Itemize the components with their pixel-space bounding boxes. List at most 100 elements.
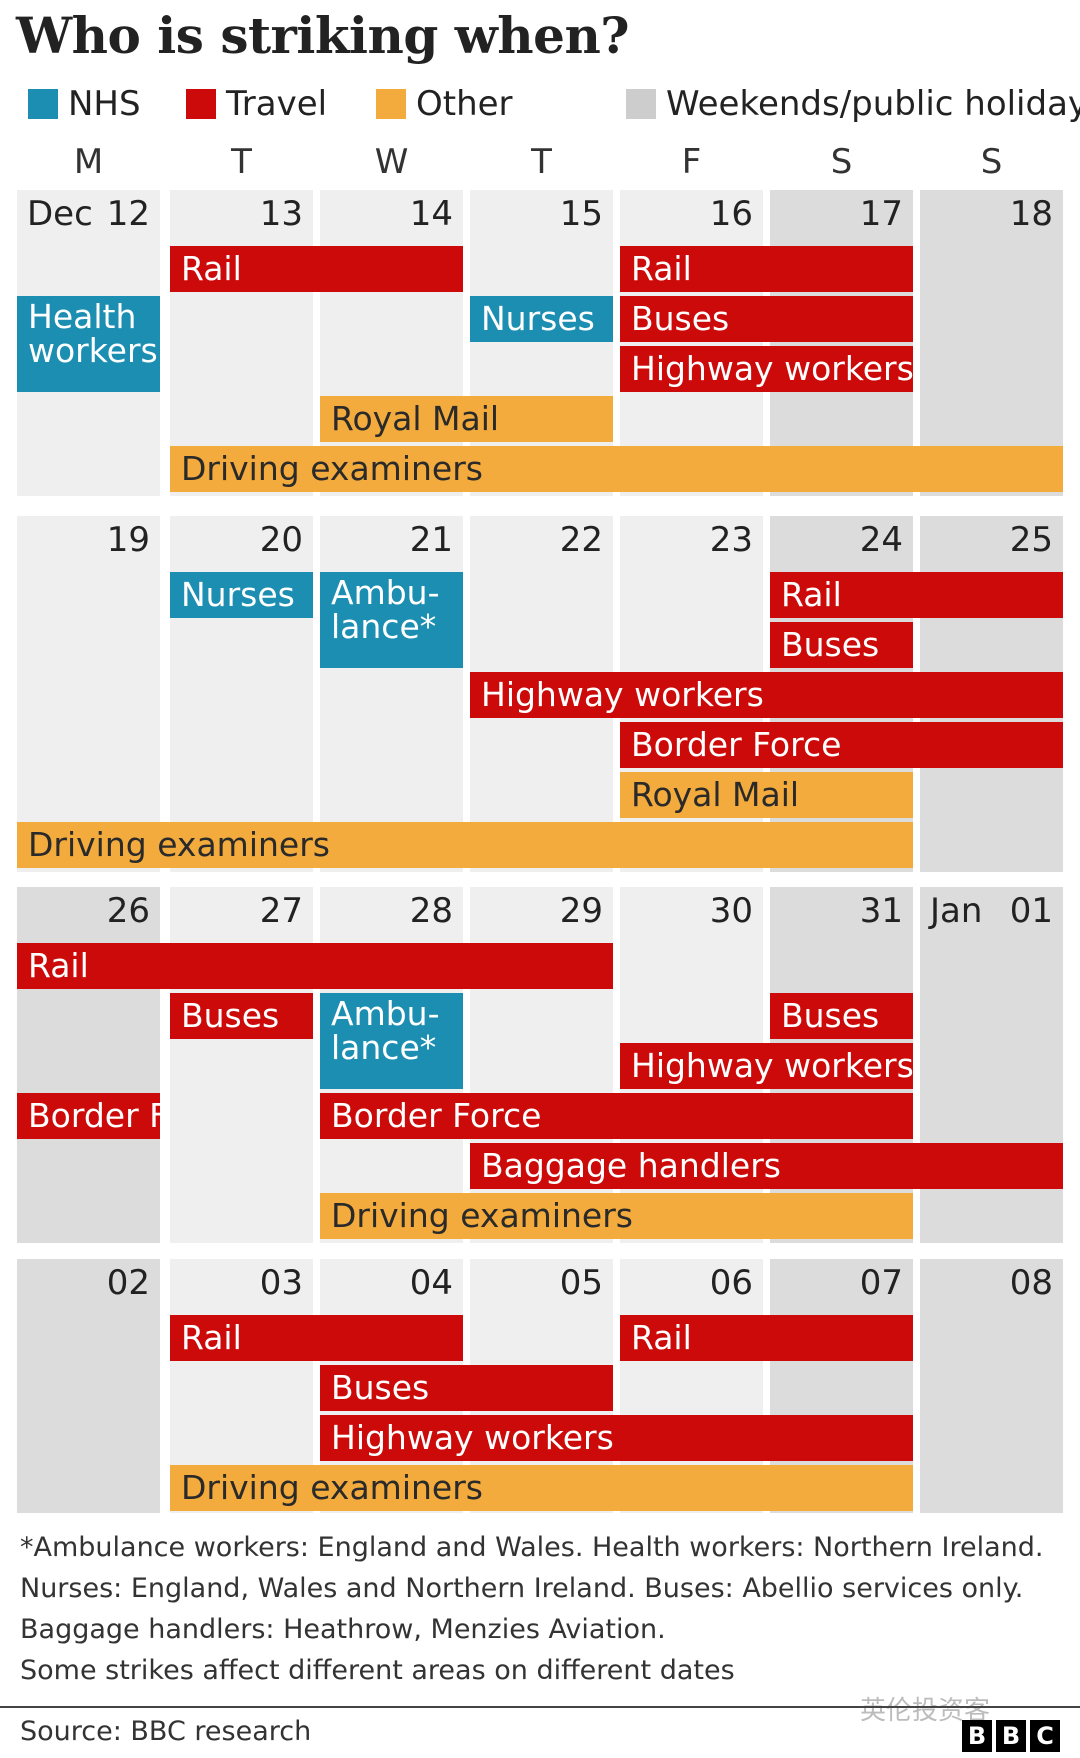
day-header: S bbox=[980, 142, 1003, 182]
strike-bar-travel: Buses bbox=[620, 296, 913, 342]
strike-bar-travel: Buses bbox=[170, 993, 313, 1039]
day-number: 07 bbox=[859, 1263, 903, 1303]
legend-holidays-swatch bbox=[626, 89, 656, 119]
strike-bar-travel: Rail bbox=[770, 572, 1063, 618]
strike-bar-travel: Rail bbox=[170, 1315, 463, 1361]
strike-bar-travel: Highway workers bbox=[620, 346, 913, 392]
strike-bar-other: Royal Mail bbox=[320, 396, 613, 442]
strike-bar-other: Driving examiners bbox=[170, 1465, 913, 1511]
legend-travel-label: Travel bbox=[226, 84, 328, 124]
bbc-logo: B B C bbox=[962, 1720, 1060, 1752]
strike-bar-nhs: Ambu-lance* bbox=[320, 993, 463, 1089]
day-number: 22 bbox=[559, 520, 603, 560]
legend-holidays-label: Weekends/public holidays bbox=[666, 84, 1080, 124]
strike-bar-travel: Rail bbox=[170, 246, 463, 292]
day-header: T bbox=[231, 142, 252, 182]
legend-nhs-label: NHS bbox=[68, 84, 141, 124]
strike-bar-other: Driving examiners bbox=[170, 446, 1063, 492]
strike-bar-travel: Border F. bbox=[17, 1093, 160, 1139]
bbc-logo-letter: B bbox=[962, 1720, 992, 1752]
day-number: 04 bbox=[409, 1263, 453, 1303]
strike-bar-travel: Highway workers bbox=[620, 1043, 913, 1089]
footer-divider bbox=[0, 1706, 1080, 1708]
legend-other-label: Other bbox=[416, 84, 513, 124]
strike-bar-travel: Baggage handlers bbox=[470, 1143, 1063, 1189]
legend-other-swatch bbox=[376, 89, 406, 119]
day-header: M bbox=[73, 142, 104, 182]
day-cell: 18 bbox=[920, 190, 1063, 496]
day-number: 31 bbox=[859, 891, 903, 931]
footnote-ambulance: *Ambulance workers: England and Wales. H… bbox=[20, 1532, 1044, 1563]
day-header: W bbox=[374, 142, 409, 182]
legend-nhs: NHS bbox=[28, 82, 141, 126]
day-number: 24 bbox=[859, 520, 903, 560]
legend-travel: Travel bbox=[186, 82, 327, 126]
strike-bar-travel: Rail bbox=[620, 1315, 913, 1361]
strike-bar-nhs: Nurses bbox=[470, 296, 613, 342]
chart-title: Who is striking when? bbox=[16, 6, 630, 65]
legend-travel-swatch bbox=[186, 89, 216, 119]
day-number: 08 bbox=[1009, 1263, 1053, 1303]
day-number: 25 bbox=[1009, 520, 1053, 560]
day-cell: 01 Jan bbox=[920, 887, 1063, 1243]
day-cell: 17 bbox=[770, 190, 913, 496]
day-cell: 08 bbox=[920, 1259, 1063, 1513]
strike-bar-other: Royal Mail bbox=[620, 772, 913, 818]
source-credit: Source: BBC research bbox=[20, 1716, 312, 1747]
day-number: 06 bbox=[709, 1263, 753, 1303]
day-cell: 19 bbox=[17, 516, 160, 872]
bbc-logo-letter: C bbox=[1030, 1720, 1060, 1752]
month-label: Dec bbox=[27, 194, 93, 234]
strike-bar-travel: Highway workers bbox=[320, 1415, 913, 1461]
day-cell: 15 bbox=[470, 190, 613, 496]
strike-bar-travel: Rail bbox=[620, 246, 913, 292]
day-cell: 14 bbox=[320, 190, 463, 496]
day-header: T bbox=[531, 142, 552, 182]
strike-bar-travel: Border Force bbox=[320, 1093, 913, 1139]
legend-nhs-swatch bbox=[28, 89, 58, 119]
strike-bar-travel: Highway workers bbox=[470, 672, 1063, 718]
day-cell: 29 bbox=[470, 887, 613, 1243]
day-number: 05 bbox=[559, 1263, 603, 1303]
day-number: 17 bbox=[859, 194, 903, 234]
day-number: 01 bbox=[1009, 891, 1053, 931]
footnote-nurses: Nurses: England, Wales and Northern Irel… bbox=[20, 1573, 1024, 1604]
strike-bar-other: Driving examiners bbox=[320, 1193, 913, 1239]
day-cell: 27 bbox=[170, 887, 313, 1243]
strike-bar-other: Driving examiners bbox=[17, 822, 913, 868]
day-cell: 02 bbox=[17, 1259, 160, 1513]
day-number: 29 bbox=[559, 891, 603, 931]
day-number: 27 bbox=[259, 891, 303, 931]
footnote-areas: Some strikes affect different areas on d… bbox=[20, 1655, 735, 1686]
day-number: 13 bbox=[259, 194, 303, 234]
day-cell: 20 bbox=[170, 516, 313, 872]
day-number: 19 bbox=[106, 520, 150, 560]
day-cell: 16 bbox=[620, 190, 763, 496]
strike-bar-nhs: Health workers bbox=[17, 296, 160, 392]
legend-other: Other bbox=[376, 82, 513, 126]
day-number: 18 bbox=[1009, 194, 1053, 234]
month-label: Jan bbox=[930, 891, 983, 931]
day-number: 28 bbox=[409, 891, 453, 931]
strike-bar-travel: Buses bbox=[770, 622, 913, 668]
day-number: 03 bbox=[259, 1263, 303, 1303]
day-number: 30 bbox=[709, 891, 753, 931]
day-header: S bbox=[830, 142, 853, 182]
day-number: 14 bbox=[409, 194, 453, 234]
strike-bar-travel: Buses bbox=[320, 1365, 613, 1411]
strike-bar-travel: Rail bbox=[17, 943, 613, 989]
day-number: 20 bbox=[259, 520, 303, 560]
strike-bar-travel: Border Force bbox=[620, 722, 1063, 768]
strike-bar-nhs: Ambu-lance* bbox=[320, 572, 463, 668]
day-number: 02 bbox=[106, 1263, 150, 1303]
strike-bar-travel: Buses bbox=[770, 993, 913, 1039]
day-number: 12 bbox=[106, 194, 150, 234]
day-number: 23 bbox=[709, 520, 753, 560]
legend-holidays: Weekends/public holidays bbox=[626, 82, 1080, 126]
day-cell: 13 bbox=[170, 190, 313, 496]
strike-bar-nhs: Nurses bbox=[170, 572, 313, 618]
day-number: 16 bbox=[709, 194, 753, 234]
day-number: 21 bbox=[409, 520, 453, 560]
day-number: 15 bbox=[559, 194, 603, 234]
bbc-logo-letter: B bbox=[996, 1720, 1026, 1752]
